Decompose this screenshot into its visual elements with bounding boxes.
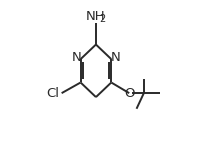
Text: N: N bbox=[72, 51, 81, 65]
Text: O: O bbox=[124, 87, 134, 100]
Text: N: N bbox=[110, 51, 120, 65]
Text: NH: NH bbox=[85, 9, 105, 23]
Text: 2: 2 bbox=[99, 14, 105, 24]
Text: Cl: Cl bbox=[46, 87, 59, 100]
